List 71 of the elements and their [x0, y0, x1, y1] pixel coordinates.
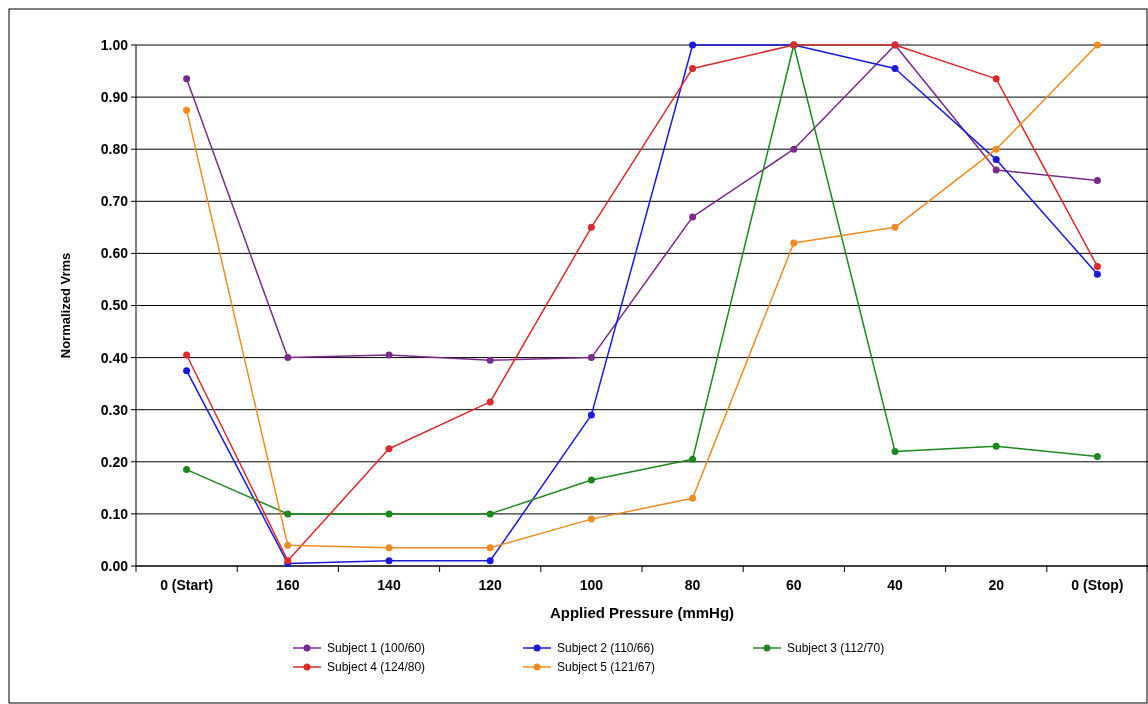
point: [486, 557, 494, 565]
y-tick-label: 0.40: [100, 349, 129, 366]
point: [587, 223, 595, 231]
point: [385, 445, 393, 453]
point: [689, 64, 697, 72]
y-tick-label: 0.70: [100, 193, 129, 210]
x-tick-label: 120: [478, 577, 503, 593]
point: [992, 442, 1000, 450]
point: [790, 145, 798, 153]
y-tick-label: 0.60: [100, 245, 129, 262]
point: [183, 367, 191, 375]
point: [486, 356, 494, 364]
point: [284, 541, 292, 549]
x-tick-label: 160: [276, 577, 300, 593]
point: [891, 64, 899, 72]
y-tick-label: 1.00: [100, 36, 129, 53]
x-tick-label: 140: [377, 577, 401, 593]
point: [992, 166, 1000, 174]
point: [587, 411, 595, 419]
legend-label: Subject 3 (112/70): [787, 641, 885, 656]
point: [183, 351, 191, 359]
x-tick-label: 60: [786, 577, 802, 593]
point: [992, 145, 1000, 153]
point: [689, 213, 697, 221]
point: [992, 156, 1000, 164]
point: [486, 544, 494, 552]
point: [385, 510, 393, 518]
point: [891, 223, 899, 231]
point: [992, 75, 1000, 83]
y-tick-label: 0.30: [100, 401, 129, 418]
point: [183, 75, 191, 83]
point: [385, 557, 393, 565]
x-tick-label: 40: [887, 577, 903, 593]
legend-label: Subject 2 (110/66): [557, 641, 655, 656]
point: [486, 398, 494, 406]
point: [284, 510, 292, 518]
point: [284, 354, 292, 362]
x-tick-label: 20: [988, 577, 1005, 593]
point: [1093, 176, 1101, 184]
point: [385, 544, 393, 552]
point: [587, 354, 595, 362]
point: [587, 515, 595, 523]
point: [183, 106, 191, 114]
legend-label: Subject 4 (124/80): [327, 660, 426, 675]
y-tick-label: 0.80: [100, 141, 129, 158]
point: [689, 41, 697, 49]
legend-label: Subject 5 (121/67): [557, 660, 656, 675]
point: [891, 447, 899, 455]
point: [1093, 262, 1101, 270]
point: [1093, 453, 1101, 461]
point: [183, 466, 191, 474]
x-tick-label: 100: [579, 577, 604, 593]
point: [587, 476, 595, 484]
legend-label: Subject 1 (100/60): [327, 641, 426, 656]
point: [790, 239, 798, 247]
point: [1093, 41, 1101, 49]
y-tick-label: 0.90: [100, 89, 129, 105]
point: [486, 510, 494, 518]
point: [1093, 270, 1101, 278]
point: [385, 351, 393, 359]
y-tick-label: 0.20: [100, 453, 129, 470]
y-tick-label: 0.50: [100, 297, 129, 314]
x-tick-label: 0 (Stop): [1071, 577, 1124, 593]
point: [689, 455, 697, 463]
x-tick-label: 0 (Start): [160, 577, 214, 593]
y-tick-label: 0.10: [100, 505, 129, 522]
x-tick-label: 80: [684, 577, 701, 593]
point: [689, 494, 697, 502]
x-axis-title: Applied Pressure (mmHg): [549, 604, 735, 621]
y-axis-title: Normalized Vrms: [58, 252, 73, 359]
y-tick-label: 0.00: [100, 557, 129, 574]
